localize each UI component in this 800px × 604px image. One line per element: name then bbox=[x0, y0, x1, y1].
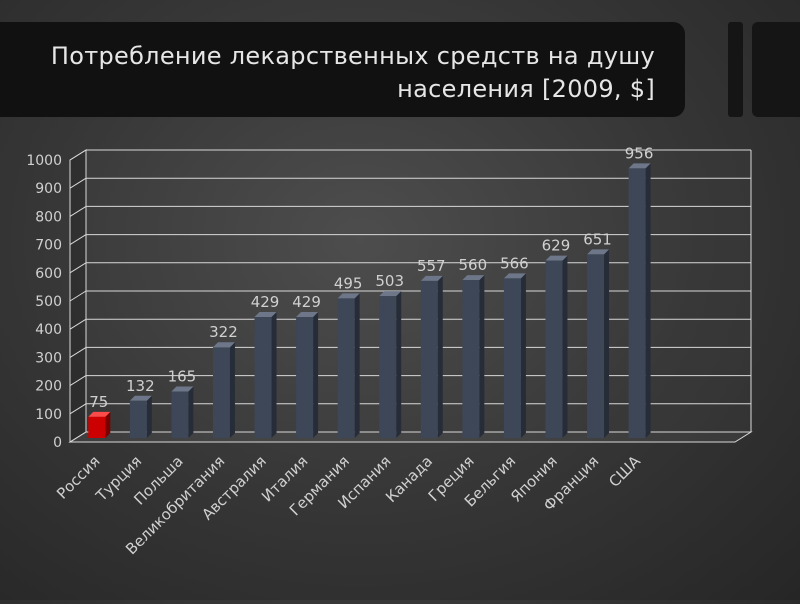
bar-chart: 0 100 200 300 400 500 600 700 800 900 1000 75 Россия… bbox=[0, 130, 800, 600]
data-label: 560 bbox=[459, 256, 488, 274]
bar-top bbox=[171, 386, 194, 392]
bar bbox=[628, 168, 646, 438]
decorative-bar bbox=[728, 22, 743, 117]
bar-top bbox=[545, 255, 568, 261]
bar-top bbox=[503, 273, 526, 279]
data-label: 165 bbox=[168, 367, 197, 385]
gridline-diagonal bbox=[69, 234, 87, 246]
slide-title: Потребление лекарственных средств на душ… bbox=[50, 42, 655, 103]
data-label: 429 bbox=[251, 293, 280, 311]
decorative-bar bbox=[752, 22, 800, 117]
bar-side bbox=[313, 312, 319, 438]
bar-side bbox=[437, 275, 443, 438]
bar bbox=[296, 317, 314, 438]
y-tick-label: 100 bbox=[35, 407, 62, 423]
data-label: 322 bbox=[209, 323, 238, 341]
title-banner: Потребление лекарственных средств на душ… bbox=[0, 22, 685, 117]
gridline-diagonal bbox=[69, 403, 87, 415]
bar-highlighted bbox=[88, 416, 106, 438]
bar-top bbox=[587, 249, 610, 255]
bar-top bbox=[254, 312, 277, 318]
bar bbox=[545, 260, 563, 438]
bar-top bbox=[628, 163, 651, 169]
bar-side bbox=[146, 395, 152, 438]
bar-top bbox=[212, 342, 235, 348]
y-tick-label: 900 bbox=[35, 181, 62, 197]
bar bbox=[420, 280, 438, 438]
y-tick-label: 200 bbox=[35, 379, 62, 395]
bar bbox=[129, 400, 147, 438]
bar-top bbox=[129, 395, 152, 401]
gridline-diagonal bbox=[69, 318, 87, 330]
gridline-diagonal bbox=[69, 262, 87, 274]
data-label: 503 bbox=[375, 272, 404, 290]
bar-top bbox=[420, 275, 443, 281]
bar bbox=[212, 347, 230, 438]
y-tick-label: 600 bbox=[35, 266, 62, 282]
data-label: 132 bbox=[126, 377, 155, 395]
data-label: 495 bbox=[334, 274, 363, 292]
gridline-diagonal bbox=[69, 290, 87, 302]
bar-side bbox=[645, 163, 651, 438]
bar-side bbox=[479, 275, 485, 438]
y-tick-label: 1000 bbox=[26, 153, 62, 169]
gridline-diagonal bbox=[69, 149, 87, 161]
y-tick-label: 700 bbox=[35, 238, 62, 254]
bar-side bbox=[396, 291, 402, 438]
bar-side bbox=[604, 249, 610, 438]
y-tick-label: 0 bbox=[53, 435, 62, 451]
bar bbox=[503, 278, 521, 438]
bar bbox=[462, 280, 480, 438]
bar bbox=[337, 298, 355, 438]
bar-side bbox=[229, 342, 235, 438]
data-label: 629 bbox=[542, 237, 571, 255]
bar bbox=[379, 296, 397, 438]
bar-side bbox=[562, 255, 568, 438]
data-label: 651 bbox=[583, 230, 612, 248]
gridline-diagonal bbox=[69, 205, 87, 217]
bar-top bbox=[462, 275, 485, 281]
data-label: 956 bbox=[625, 144, 654, 162]
gridline-diagonal bbox=[69, 177, 87, 189]
y-tick-label: 300 bbox=[35, 350, 62, 366]
bar-top bbox=[296, 312, 319, 318]
data-label: 75 bbox=[89, 393, 108, 411]
y-tick-label: 400 bbox=[35, 322, 62, 338]
data-label: 557 bbox=[417, 257, 446, 275]
y-tick-label: 500 bbox=[35, 294, 62, 310]
x-tick-label: Канада bbox=[382, 452, 436, 506]
bar bbox=[254, 317, 272, 438]
y-tick-label: 800 bbox=[35, 209, 62, 225]
x-tick-label: США bbox=[605, 452, 644, 491]
bar bbox=[587, 254, 605, 438]
bar-top bbox=[337, 293, 360, 299]
bar-top bbox=[379, 291, 402, 297]
bar-side bbox=[188, 386, 194, 438]
gridline-diagonal bbox=[69, 375, 87, 387]
bar-top bbox=[88, 411, 111, 417]
bar-side bbox=[105, 411, 111, 438]
bar-side bbox=[520, 273, 526, 438]
data-label: 566 bbox=[500, 254, 529, 272]
chart-svg: 0100200300400500600700800900100075Россия… bbox=[26, 144, 753, 558]
bar bbox=[171, 391, 189, 438]
bar-side bbox=[271, 312, 277, 438]
bar-side bbox=[354, 293, 360, 438]
gridline-diagonal bbox=[69, 346, 87, 358]
data-label: 429 bbox=[292, 293, 321, 311]
